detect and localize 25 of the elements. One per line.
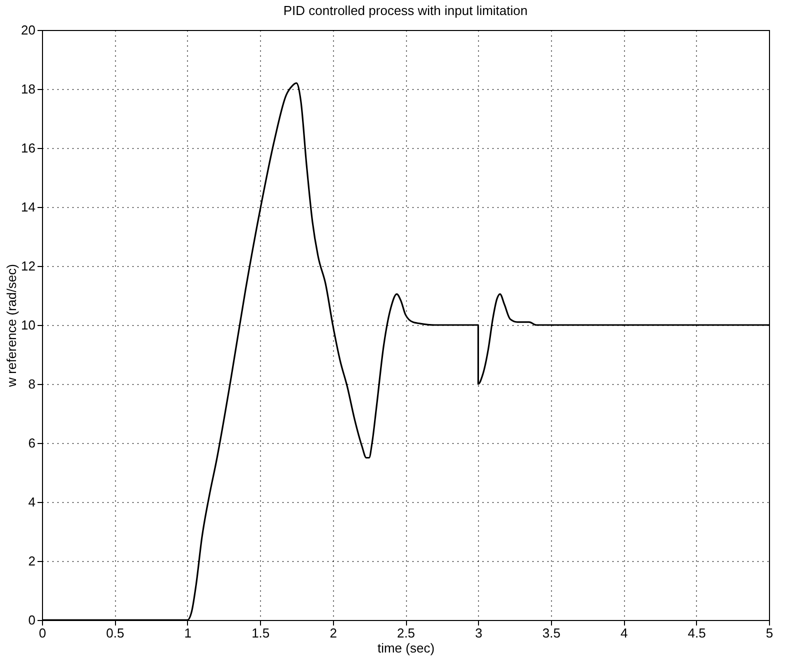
x-tick-label: 5 <box>766 626 774 640</box>
y-tick-label: 8 <box>28 376 36 392</box>
x-tick-label: 1.5 <box>252 626 270 640</box>
y-tick-label: 2 <box>28 554 36 568</box>
x-tick-label: 2 <box>330 626 337 640</box>
x-tick-label: 4 <box>620 626 628 640</box>
x-tick-label: 3 <box>475 626 482 640</box>
x-axis-title: time (sec) <box>377 640 435 656</box>
y-tick-label: 20 <box>21 22 36 38</box>
x-tick-label: 4.5 <box>688 626 706 640</box>
x-tick-label: 1 <box>184 626 192 640</box>
y-axis-title: w reference (rad/sec) <box>4 264 20 388</box>
y-tick-label: 16 <box>21 140 36 156</box>
y-tick-label: 4 <box>28 494 36 510</box>
x-tick-label: 0.5 <box>106 626 124 640</box>
y-tick-label: 6 <box>28 436 36 450</box>
y-tick-label: 14 <box>21 200 36 214</box>
x-tick-label: 3.5 <box>542 626 560 640</box>
y-tick-label: 10 <box>21 318 36 332</box>
y-tick-label: 12 <box>21 258 36 274</box>
x-tick-label: 0 <box>38 626 46 640</box>
y-tick-label: 0 <box>28 612 36 628</box>
y-tick-label: 18 <box>21 82 36 96</box>
x-tick-label: 2.5 <box>396 626 416 640</box>
chart-title: PID controlled process with input limitation <box>283 3 528 18</box>
